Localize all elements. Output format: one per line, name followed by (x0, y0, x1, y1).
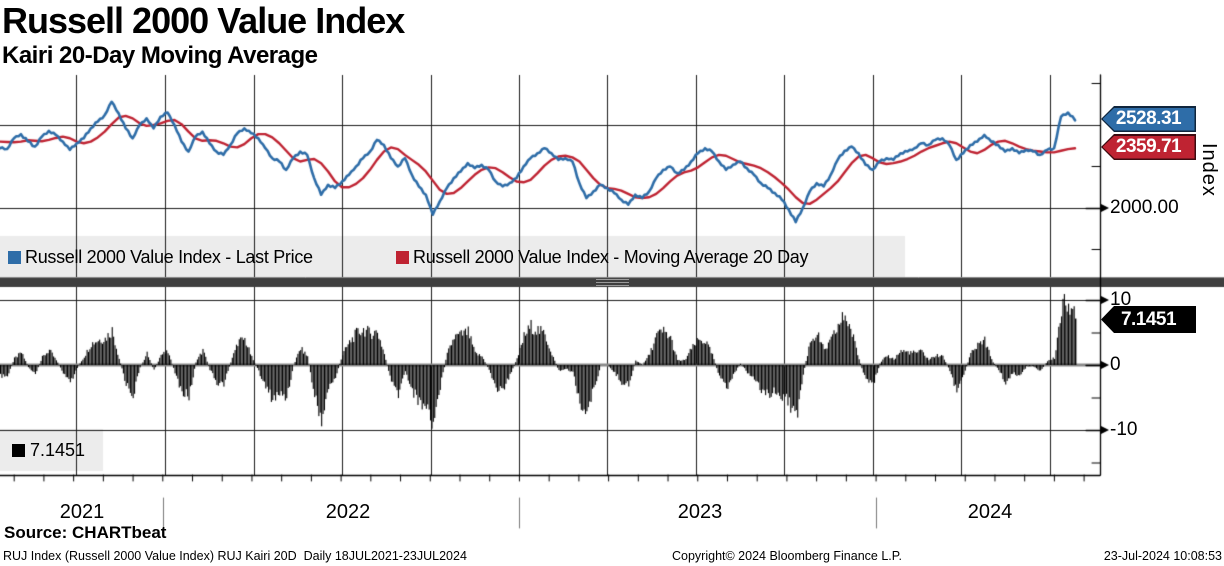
kairi-tick-minus10: -10 (1110, 419, 1138, 440)
moving-average-tag[interactable]: 2359.71 (1101, 134, 1196, 160)
xtick-2021: 2021 (59, 501, 105, 523)
kairi-swatch-icon (12, 443, 25, 457)
footer-timestamp: 23-Jul-2024 10:08:53 (1103, 549, 1222, 563)
page-title: Russell 2000 Value Index (2, 0, 405, 41)
source-note: Source: CHARTbeat (4, 523, 167, 542)
kairi-value-tag[interactable]: 7.1451 (1101, 306, 1196, 333)
legend-label: Russell 2000 Value Index - Moving Averag… (413, 246, 809, 267)
kairi-tick-0: 0 (1110, 354, 1121, 375)
ytick-2000: 2000.00 (1110, 197, 1179, 218)
xtick-2023: 2023 (677, 501, 723, 523)
y-axis-title: Index (1198, 143, 1220, 197)
price-legend-strip: Russell 2000 Value Index - Last Price Ru… (0, 236, 905, 278)
footer-copyright: Copyright© 2024 Bloomberg Finance L.P. (672, 549, 902, 563)
panel-resize-grip[interactable] (596, 279, 629, 286)
legend-item-last-price[interactable]: Russell 2000 Value Index - Last Price (8, 236, 313, 278)
last-price-tag[interactable]: 2528.31 (1101, 106, 1196, 132)
moving-average-tag-value: 2359.71 (1102, 135, 1195, 159)
kairi-legend-chip[interactable]: 7.1451 (0, 429, 103, 471)
page-subtitle: Kairi 20-Day Moving Average (2, 42, 318, 69)
legend-label: Russell 2000 Value Index - Last Price (25, 246, 313, 267)
legend-item-moving-average[interactable]: Russell 2000 Value Index - Moving Averag… (396, 236, 808, 278)
last-price-tag-value: 2528.31 (1102, 107, 1195, 131)
footer-description: RUJ Index (Russell 2000 Value Index) RUJ… (3, 549, 467, 563)
kairi-tag-value: 7.1451 (1102, 307, 1195, 332)
xtick-2024: 2024 (967, 501, 1013, 523)
moving-average-swatch-icon (396, 250, 409, 264)
last-price-swatch-icon (8, 250, 21, 264)
kairi-legend-value: 7.1451 (30, 439, 86, 460)
xtick-2022: 2022 (325, 501, 371, 523)
kairi-tick-10: 10 (1110, 289, 1132, 310)
